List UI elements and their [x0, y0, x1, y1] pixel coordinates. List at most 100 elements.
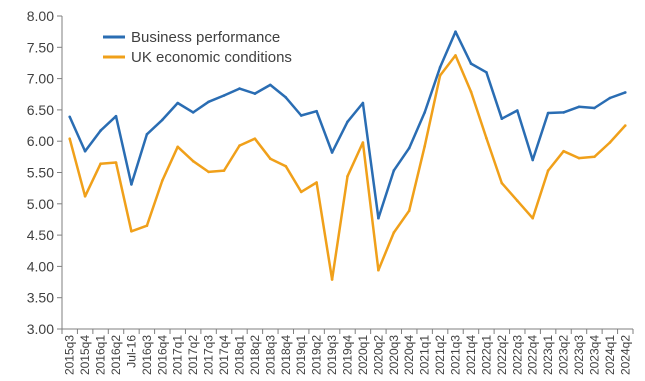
- x-tick-label: 2016q2: [109, 335, 123, 375]
- x-tick-label: 2020q3: [387, 335, 401, 375]
- data-point-uk-economic-conditions: [562, 149, 565, 153]
- x-tick-label: 2023q4: [587, 335, 601, 375]
- data-point-business-performance: [130, 183, 133, 186]
- data-point-business-performance: [346, 120, 349, 124]
- x-tick-label: 2018q4: [279, 335, 293, 375]
- data-point-uk-economic-conditions: [253, 137, 257, 140]
- series-line-uk-economic-conditions: [68, 54, 627, 281]
- data-point-business-performance: [83, 149, 87, 153]
- data-point-uk-economic-conditions: [222, 169, 226, 172]
- data-point-uk-economic-conditions: [361, 141, 365, 144]
- x-tick-label: 2021q2: [433, 335, 447, 375]
- data-point-business-performance: [238, 87, 241, 90]
- data-point-business-performance: [222, 94, 226, 97]
- data-point-business-performance: [438, 66, 442, 69]
- x-tick-label: 2019q2: [310, 335, 324, 375]
- data-point-uk-economic-conditions: [207, 170, 210, 174]
- x-tick-label: 2020q4: [402, 335, 416, 375]
- data-point-business-performance: [299, 114, 303, 117]
- data-point-uk-economic-conditions: [238, 144, 241, 147]
- x-tick-label: 2019q3: [325, 335, 339, 375]
- data-point-uk-economic-conditions: [577, 156, 581, 160]
- x-tick-label: 2022q3: [510, 335, 524, 375]
- x-tick-label: 2016q1: [94, 335, 108, 375]
- data-point-business-performance: [315, 109, 318, 113]
- series-uk-economic-conditions: [68, 54, 627, 281]
- data-point-business-performance: [68, 115, 71, 119]
- x-tick-label: 2018q3: [263, 335, 277, 375]
- data-point-business-performance: [593, 106, 596, 110]
- legend: Business performance UK economic conditi…: [103, 29, 292, 66]
- x-tick-label: 2023q1: [541, 335, 555, 375]
- data-point-business-performance: [469, 62, 473, 65]
- data-point-uk-economic-conditions: [469, 90, 473, 93]
- data-point-uk-economic-conditions: [299, 190, 303, 194]
- series-lines: [68, 30, 627, 281]
- data-point-uk-economic-conditions: [346, 175, 349, 178]
- data-point-business-performance: [269, 83, 272, 87]
- y-tick-label: 7.50: [27, 39, 54, 55]
- x-tick-label: 2017q3: [202, 335, 216, 375]
- x-tick-label: 2022q4: [526, 335, 540, 375]
- y-tick-label: 3.50: [27, 290, 54, 306]
- y-tick-label: 5.50: [27, 165, 54, 181]
- data-point-uk-economic-conditions: [330, 278, 334, 281]
- x-tick-label: 2022q1: [479, 335, 493, 375]
- data-point-business-performance: [407, 146, 411, 150]
- data-point-business-performance: [99, 129, 102, 132]
- data-point-business-performance: [361, 101, 365, 105]
- data-point-business-performance: [485, 71, 488, 74]
- series-business-performance: [68, 30, 627, 220]
- x-tick-label: Jul-16: [124, 335, 138, 368]
- data-point-uk-economic-conditions: [454, 54, 457, 57]
- data-point-business-performance: [253, 92, 257, 95]
- x-tick-label: 2024q2: [618, 335, 632, 375]
- x-axis-ticks: 2015q3 2015q4 2016q1 2016q2 Jul-16 2016q3 2016…: [61, 329, 634, 375]
- data-point-uk-economic-conditions: [377, 268, 380, 272]
- data-point-uk-economic-conditions: [83, 195, 87, 198]
- x-tick-label: 2016q3: [140, 335, 154, 375]
- data-point-business-performance: [577, 105, 581, 109]
- data-point-uk-economic-conditions: [593, 155, 596, 159]
- data-point-uk-economic-conditions: [546, 169, 550, 172]
- data-point-uk-economic-conditions: [438, 74, 442, 77]
- x-tick-label: 2023q3: [572, 335, 586, 375]
- x-tick-label: 2018q1: [232, 335, 246, 375]
- y-tick-label: 3.00: [27, 321, 54, 337]
- data-point-uk-economic-conditions: [284, 164, 288, 168]
- x-tick-label: 2017q4: [217, 335, 231, 375]
- data-point-business-performance: [454, 30, 457, 33]
- x-tick-label: 2020q1: [356, 335, 370, 375]
- data-point-uk-economic-conditions: [130, 230, 133, 233]
- x-tick-label: 2018q2: [248, 335, 262, 375]
- data-point-business-performance: [284, 96, 288, 99]
- data-point-business-performance: [500, 117, 504, 120]
- y-tick-label: 4.50: [27, 227, 54, 243]
- data-point-business-performance: [608, 96, 612, 100]
- data-point-business-performance: [516, 109, 519, 112]
- legend-item-uk-economic-conditions: UK economic conditions: [103, 49, 292, 66]
- data-point-business-performance: [161, 118, 164, 122]
- data-point-business-performance: [531, 158, 534, 162]
- data-point-business-performance: [377, 216, 380, 220]
- x-tick-label: 2021q4: [464, 335, 478, 375]
- data-point-uk-economic-conditions: [161, 179, 164, 182]
- data-point-uk-economic-conditions: [99, 162, 102, 165]
- legend-label-uk-economic-conditions: UK economic conditions: [131, 49, 292, 66]
- data-point-business-performance: [114, 114, 118, 118]
- data-point-uk-economic-conditions: [516, 199, 519, 202]
- data-point-business-performance: [624, 91, 627, 94]
- data-point-uk-economic-conditions: [423, 144, 427, 148]
- x-tick-label: 2023q2: [557, 335, 571, 375]
- data-point-uk-economic-conditions: [191, 159, 195, 163]
- data-point-uk-economic-conditions: [485, 136, 488, 140]
- data-point-uk-economic-conditions: [624, 124, 627, 127]
- data-point-business-performance: [392, 169, 396, 172]
- x-tick-label: 2019q4: [341, 335, 355, 375]
- y-tick-label: 5.00: [27, 196, 54, 212]
- data-point-uk-economic-conditions: [176, 145, 179, 149]
- x-tick-label: 2017q2: [186, 335, 200, 375]
- data-point-business-performance: [423, 111, 427, 114]
- data-point-uk-economic-conditions: [407, 209, 411, 212]
- data-point-uk-economic-conditions: [392, 231, 396, 234]
